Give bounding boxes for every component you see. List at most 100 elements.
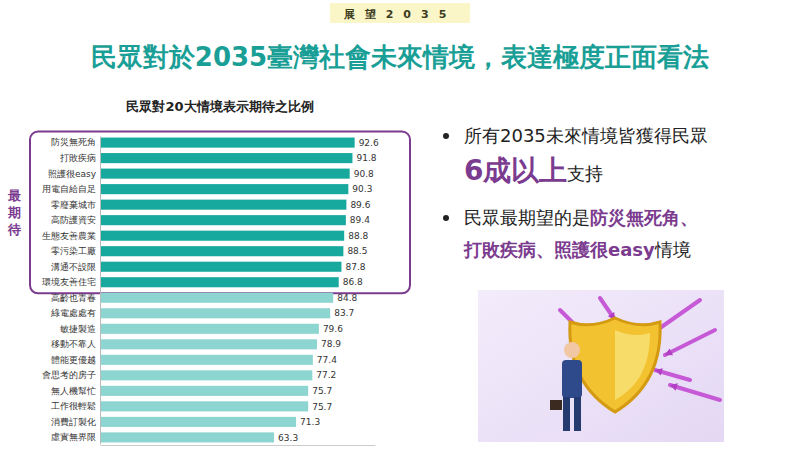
- bullet-text: 所有2035未來情境皆獲得民眾: [464, 125, 708, 146]
- y-tick-label: 生態友善農業: [42, 231, 96, 241]
- y-tick-label: 虛實無界限: [51, 432, 96, 442]
- arrow: [665, 330, 715, 355]
- header-label: 展望2035: [343, 8, 457, 21]
- data-label: 79.6: [323, 324, 343, 334]
- bullet-highlight: 防災無死角、: [590, 207, 698, 228]
- illustration: [478, 290, 724, 442]
- bar: [100, 200, 346, 210]
- bullet-line: 打敗疾病、照護很easy情境: [463, 239, 691, 260]
- illustration-bg: [478, 290, 724, 442]
- bullet-line: 民眾最期望的是防災無死角、: [464, 207, 698, 228]
- y-tick-label: 綠電處處有: [50, 308, 96, 318]
- y-tick: 高齡也青春: [51, 293, 100, 303]
- y-tick: 用電自給自足: [42, 184, 100, 194]
- data-label: 88.5: [347, 246, 367, 256]
- person-leg: [563, 397, 570, 431]
- bar: [100, 231, 344, 241]
- y-tick: 照護很easy: [48, 169, 100, 179]
- y-tick-label: 環境友善住宅: [42, 277, 96, 287]
- y-tick: 工作很輕鬆: [51, 401, 100, 411]
- person-head: [564, 342, 580, 358]
- data-label: 78.9: [321, 339, 341, 349]
- data-label: 77.2: [316, 370, 336, 380]
- shield-shine: [615, 330, 650, 400]
- y-tick-label: 無人機幫忙: [51, 386, 96, 396]
- bullet-line: 所有2035未來情境皆獲得民眾: [464, 125, 708, 146]
- data-label: 86.8: [343, 277, 363, 287]
- bar: [100, 432, 274, 442]
- data-label: 77.4: [317, 355, 337, 365]
- data-label: 92.6: [359, 138, 379, 148]
- y-tick: 零廢棄城市: [51, 200, 100, 210]
- bar: [100, 401, 308, 411]
- x-axis-line: [101, 445, 376, 446]
- person-leg: [574, 397, 581, 431]
- arrow-head: [655, 368, 663, 375]
- data-label: 89.6: [350, 200, 370, 210]
- bullet-text: 情境: [654, 239, 691, 260]
- page: 展望2035民眾對於2035臺灣社會未來情境，表達極度正面看法民眾對20大情境表…: [0, 0, 800, 450]
- bar: [100, 277, 339, 287]
- bar: [100, 417, 296, 427]
- bar: [100, 308, 330, 318]
- bullet-highlight: 6成以上: [464, 154, 567, 187]
- arrow-head: [665, 348, 673, 355]
- arrow-head: [670, 383, 678, 390]
- y-tick-label: 防災無死角: [51, 137, 96, 147]
- y-axis: 防災無死角打敗疾病照護很easy 用電自給自足零廢棄城市高防護資安生態友善農業零污…: [42, 137, 101, 445]
- data-labels: 92.691.890.890.389.689.488.888.587.886.8…: [278, 138, 379, 443]
- bullet-text: 民眾最期望的是: [464, 207, 590, 228]
- y-tick-label: 高防護資安: [51, 215, 96, 225]
- y-tick-label: 照護很easy: [48, 169, 97, 179]
- y-tick-label: 會思考的房子: [42, 370, 96, 380]
- bar: [100, 324, 319, 334]
- y-tick-label: 打敗疾病: [59, 153, 96, 163]
- y-tick: 溝通不設限: [51, 262, 100, 272]
- y-tick-label: 消費訂製化: [51, 417, 96, 427]
- y-tick-label: 工作很輕鬆: [51, 401, 96, 411]
- arrow: [600, 298, 615, 320]
- bar: [100, 153, 352, 163]
- data-label: 88.8: [348, 231, 368, 241]
- y-tick-label: 體能更優越: [51, 355, 96, 365]
- data-label: 75.7: [312, 402, 332, 412]
- y-tick: 無人機幫忙: [51, 386, 100, 396]
- y-tick: 敏捷製造: [60, 324, 100, 334]
- bar: [100, 370, 312, 380]
- bar: [100, 386, 308, 396]
- bar: [100, 246, 343, 256]
- y-tick-label: 移動不靠人: [51, 339, 96, 349]
- bar: [100, 215, 346, 225]
- y-tick-label: 溝通不設限: [51, 262, 96, 272]
- bullet-dot: [443, 215, 449, 221]
- y-tick: 移動不靠人: [51, 339, 100, 349]
- bars: [100, 138, 355, 443]
- bullet-highlight: 打敗疾病、照護很easy: [463, 239, 655, 260]
- bar: [100, 293, 333, 303]
- bullet-text: 支持: [567, 163, 603, 184]
- data-label: 84.8: [337, 293, 357, 303]
- bar: [100, 339, 317, 349]
- y-tick: 綠電處處有: [50, 308, 100, 318]
- data-label: 63.3: [278, 433, 298, 443]
- y-tick-label: 零污染工廠: [51, 246, 96, 256]
- y-tick: 體能更優越: [51, 355, 100, 365]
- data-label: 90.8: [354, 169, 374, 179]
- y-tick: 零污染工廠: [51, 246, 100, 256]
- y-tick: 防災無死角: [51, 137, 100, 147]
- briefcase: [550, 400, 562, 410]
- data-label: 75.7: [312, 386, 332, 396]
- bar: [100, 138, 355, 148]
- y-tick: 環境友善住宅: [42, 277, 100, 287]
- data-label: 71.3: [300, 417, 320, 427]
- y-tick-label: 零廢棄城市: [51, 200, 96, 210]
- y-tick: 虛實無界限: [51, 432, 100, 442]
- arrow: [670, 385, 720, 400]
- data-label: 91.8: [356, 153, 376, 163]
- header-band: [330, 3, 470, 23]
- bar: [100, 355, 313, 365]
- bar: [100, 262, 341, 272]
- y-tick: 消費訂製化: [51, 417, 100, 427]
- x-axis: [101, 445, 376, 446]
- annotation: 最期待: [7, 188, 21, 237]
